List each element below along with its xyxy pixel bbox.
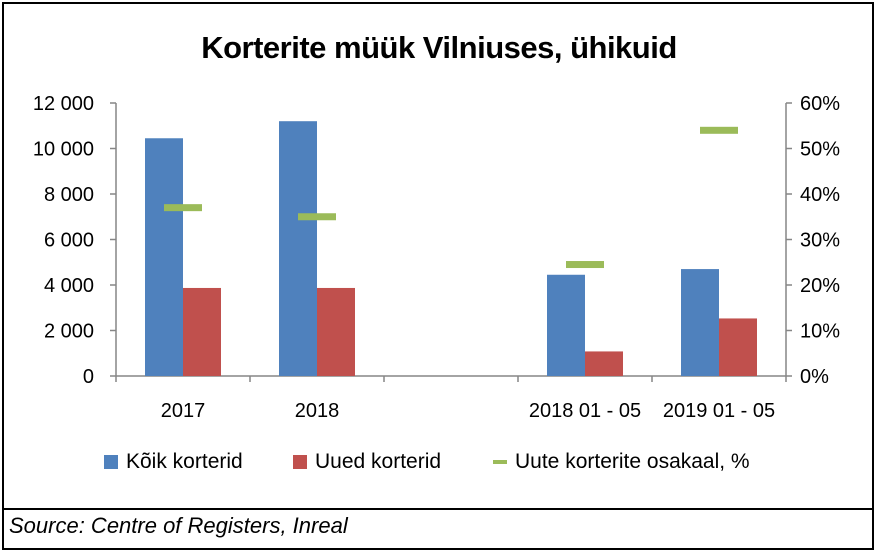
y-left-tick-label: 8 000 [44, 184, 94, 206]
y-right-tick-label: 60% [800, 93, 840, 115]
chart-plot-area: 0 2 000 4 000 6 000 8 000 10 000 12 000 0% 10% 20… [33, 93, 840, 422]
legend-label-share: Uute korterite osakaal, % [515, 450, 750, 473]
y-right-tick-label: 30% [800, 230, 840, 252]
bar-new [317, 287, 355, 376]
x-tick-label: 2017 [161, 400, 206, 422]
y-left-tick-label: 12 000 [33, 93, 94, 115]
share-marker [566, 261, 604, 269]
y-right-tick-label: 10% [800, 321, 840, 343]
x-tick-label: 2019 01 - 05 [663, 400, 775, 422]
y-right-tick-label: 50% [800, 139, 840, 161]
y-left-tick-label: 4 000 [44, 275, 94, 297]
legend-item-new: Uued korterid [293, 450, 441, 474]
y-left-tick-label: 2 000 [44, 321, 94, 343]
legend-label-new: Uued korterid [315, 450, 442, 473]
legend-item-share: Uute korterite osakaal, % [493, 450, 750, 474]
legend-marker-share [493, 460, 507, 464]
bar-all [279, 121, 317, 376]
bar-all [145, 138, 183, 376]
legend-label-all: Kõik korterid [126, 450, 243, 473]
source-note: Source: Centre of Registers, Inreal [9, 513, 348, 538]
bar-new [183, 287, 221, 376]
bar-all [681, 269, 719, 376]
y-left-tick-label: 10 000 [33, 139, 94, 161]
legend-swatch-all [104, 455, 118, 469]
x-tick-label: 2018 01 - 05 [529, 400, 641, 422]
x-tick-label: 2018 [295, 400, 340, 422]
share-marker [700, 126, 738, 134]
bar-new [585, 351, 623, 376]
legend-item-all: Kõik korterid [104, 450, 243, 474]
y-left-tick-label: 6 000 [44, 230, 94, 252]
y-right-tick-label: 40% [800, 184, 840, 206]
bar-new [719, 318, 757, 376]
y-right-tick-label: 0% [800, 366, 829, 388]
chart-title: Korterite müük Vilniuses, ühikuid [201, 30, 677, 65]
share-marker [164, 204, 202, 212]
y-right-tick-label: 20% [800, 275, 840, 297]
source-divider [4, 508, 874, 510]
legend-swatch-new [293, 455, 307, 469]
chart-legend: Kõik korterid Uued korterid Uute korteri… [0, 450, 878, 480]
bar-all [547, 274, 585, 376]
y-left-tick-label: 0 [83, 366, 94, 388]
share-marker [298, 213, 336, 221]
